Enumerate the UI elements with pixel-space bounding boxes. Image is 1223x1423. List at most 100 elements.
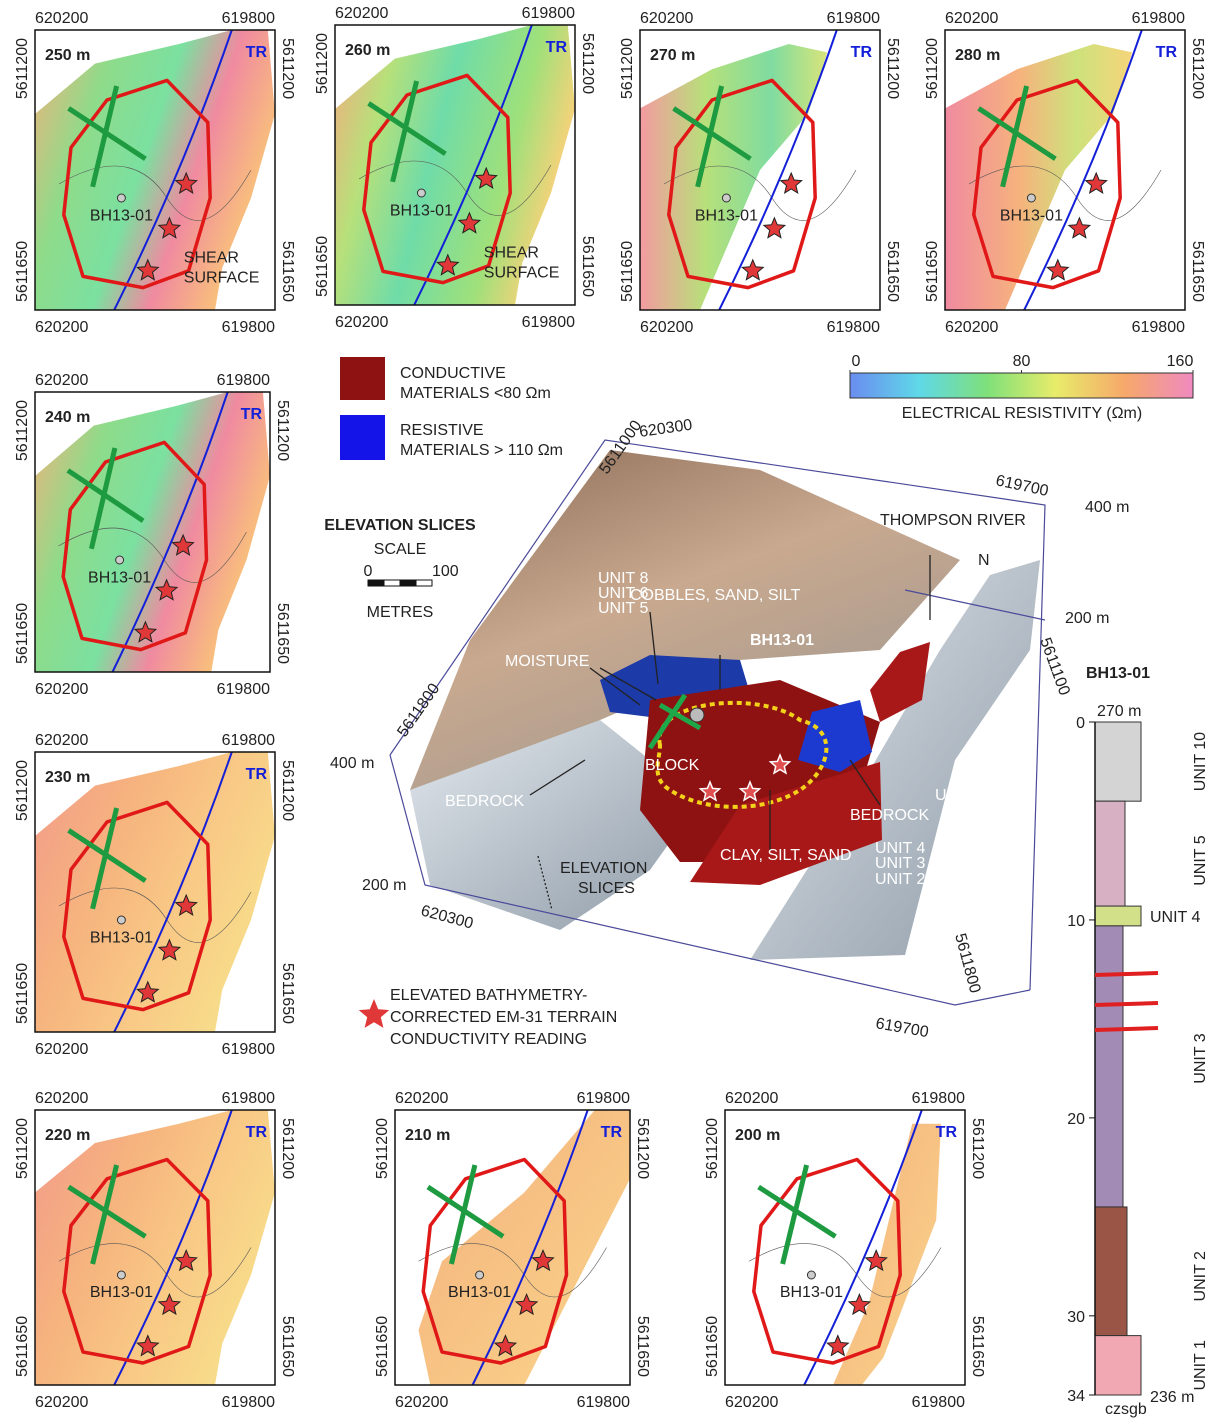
y-coordinate: 5611650 [619,241,636,302]
em31-star [1086,173,1107,193]
x-coordinate: 620200 [640,319,693,336]
em31-star [764,218,785,238]
resistivity-surface [945,44,1132,310]
y-coordinate: 5611200 [14,760,31,821]
scale-segment [416,580,432,586]
resistivity-surface [419,1110,631,1385]
y-coordinate: 5611200 [279,760,296,821]
legend-star [359,999,389,1028]
y-coordinate: 5611650 [314,236,331,297]
x-coordinate: 620200 [335,5,388,22]
x-coordinate: 620200 [35,1041,88,1058]
x-coordinate: 620200 [335,314,388,331]
y-coordinate: 5611200 [619,38,636,99]
y-coordinate: 5611650 [14,241,31,302]
x-coordinate: 619800 [222,1394,275,1411]
borehole-dot [116,556,124,564]
y-coordinate: 5611200 [279,38,296,99]
log-unit [1095,1207,1127,1336]
y-coordinate: 5611650 [924,241,941,302]
log-title: BH13-01 [1086,665,1150,682]
x-coordinate: 619800 [522,5,575,22]
x-coordinate: 619800 [222,732,275,749]
block-label: MOISTURE [505,653,589,670]
legend-text: CONDUCTIVITY READING [390,1031,587,1048]
scale-tick: 100 [432,563,459,580]
y-coordinate: 5611200 [884,38,901,99]
block-label: UNIT 2 [875,871,925,888]
log-tick-label: 0 [1076,715,1085,732]
block-label: THOMPSON RIVER [880,512,1026,529]
block-label: 620300 [638,417,693,441]
x-coordinate: 620200 [35,732,88,749]
borehole-label: BH13-01 [88,569,151,586]
scale-unit: METRES [367,604,434,621]
y-coordinate: 5611200 [274,400,291,461]
legend-text: MATERIALS > 110 Ωm [400,442,563,459]
log-unit-label: UNIT 2 [1192,1251,1209,1301]
colorbar-label: ELECTRICAL RESISTIVITY (Ωm) [902,405,1142,422]
y-coordinate: 5611650 [969,1316,986,1377]
scale-segment [400,580,416,586]
river-label: TR [546,39,568,56]
block-label: 5611800 [951,932,983,996]
log-unit [1095,906,1141,926]
x-coordinate: 620200 [640,10,693,27]
slice-depth: 210 m [405,1127,450,1144]
borehole-label: BH13-01 [1000,207,1063,224]
x-coordinate: 619800 [222,10,275,27]
y-coordinate: 5611650 [14,603,31,664]
colorbar-tick-label: 80 [1013,353,1031,370]
x-coordinate: 620200 [725,1394,778,1411]
x-coordinate: 620200 [35,10,88,27]
y-coordinate: 5611650 [1189,241,1206,302]
x-coordinate: 619800 [1132,319,1185,336]
borehole-dot [117,194,125,202]
x-coordinate: 620200 [725,1090,778,1107]
slice-depth: 270 m [650,47,695,64]
resistivity-surface [640,44,827,310]
slice-depth: 260 m [345,42,390,59]
block-label: 5611100 [1036,636,1073,698]
shear-label: SURFACE [184,269,260,286]
y-coordinate: 5611650 [279,963,296,1024]
block-label: 619700 [994,472,1050,500]
river-label: TR [851,44,873,61]
y-coordinate: 5611650 [579,236,596,297]
x-coordinate: 620200 [945,319,998,336]
log-tick-label: 34 [1067,1388,1085,1405]
slice-depth: 240 m [45,409,90,426]
block-label: COBBLES, SAND, SILT [630,587,801,604]
y-coordinate: 5611650 [634,1316,651,1377]
log-tick-label: 10 [1067,913,1085,930]
y-coordinate: 5611650 [14,1316,31,1377]
y-coordinate: 5611650 [14,963,31,1024]
borehole-dot [417,189,425,197]
y-coordinate: 5611200 [704,1118,721,1179]
x-coordinate: 619800 [577,1394,630,1411]
x-coordinate: 620200 [945,10,998,27]
log-bottom: 236 m [1150,1389,1194,1406]
y-coordinate: 5611200 [279,1118,296,1179]
y-coordinate: 5611200 [14,400,31,461]
block-label: UNIT 1 [935,787,985,804]
x-coordinate: 619800 [217,372,270,389]
legend-text: CONDUCTIVE [400,365,506,382]
block-model: 6203005611000619700400 mTHOMPSON RIVERNU… [330,417,1129,1042]
y-coordinate: 5611200 [14,38,31,99]
slip-mark [1095,973,1158,975]
river-label: TR [241,406,263,423]
borehole-label: BH13-01 [90,207,153,224]
block-label: N [978,552,990,569]
log-top: 270 m [1097,703,1141,720]
borehole-label: BH13-01 [448,1284,511,1301]
y-coordinate: 5611200 [14,1118,31,1179]
y-coordinate: 5611200 [374,1118,391,1179]
em31-star [1069,218,1090,238]
y-coordinate: 5611200 [314,33,331,94]
x-coordinate: 619800 [222,319,275,336]
y-coordinate: 5611650 [279,1316,296,1377]
